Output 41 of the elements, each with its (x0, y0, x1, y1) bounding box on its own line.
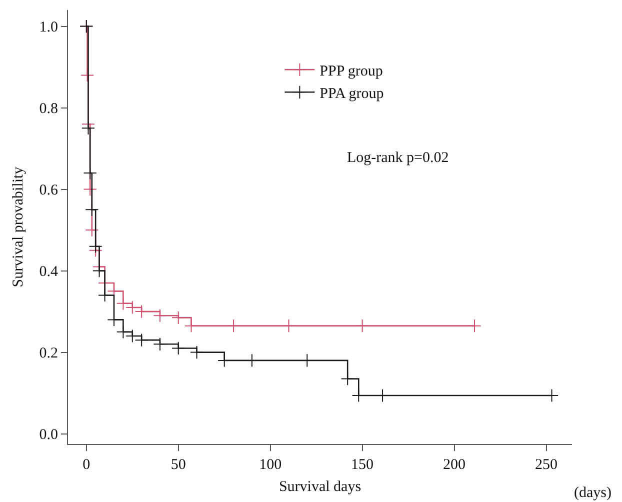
point (92, 264, 106, 278)
y-tick-label: 0.4 (39, 264, 58, 280)
y-tick-label: 0.2 (39, 346, 58, 362)
point (172, 310, 186, 324)
point (83, 182, 97, 196)
point (172, 341, 186, 356)
point (85, 223, 99, 237)
point (190, 346, 204, 360)
x-tick-label: 250 (535, 457, 558, 473)
point (153, 337, 167, 351)
y-tick-label: 0.6 (39, 182, 58, 199)
x-axis-title: Survival days (278, 479, 362, 495)
point (356, 319, 370, 333)
point (153, 308, 167, 322)
x-tick-label: 150 (351, 457, 374, 473)
point (468, 319, 482, 333)
point (81, 121, 96, 135)
x-tick-label: 100 (259, 457, 282, 473)
legend-label: PPA group (320, 86, 384, 102)
point (340, 372, 354, 386)
point (98, 288, 112, 302)
point (88, 240, 102, 254)
point (184, 319, 198, 333)
point (226, 319, 240, 333)
text: (days) (574, 485, 612, 501)
x-tick-label: 0 (82, 457, 90, 473)
y-tick-label: 0.0 (39, 427, 58, 444)
y-tick-label: 1.0 (39, 20, 58, 36)
y-tick-label: 0.8 (39, 101, 58, 118)
y-axis-title: Survival provability (10, 166, 26, 288)
point (116, 325, 130, 339)
annotation: Log-rank p=0.02 (347, 150, 449, 166)
x-tick-label: 200 (443, 457, 466, 473)
point (134, 333, 148, 347)
point (85, 202, 99, 216)
x-tick-label: 50 (170, 457, 186, 473)
point (282, 319, 296, 333)
legend-label: PPP group (320, 64, 383, 80)
point (80, 68, 94, 82)
point (83, 166, 97, 180)
point (116, 296, 130, 310)
